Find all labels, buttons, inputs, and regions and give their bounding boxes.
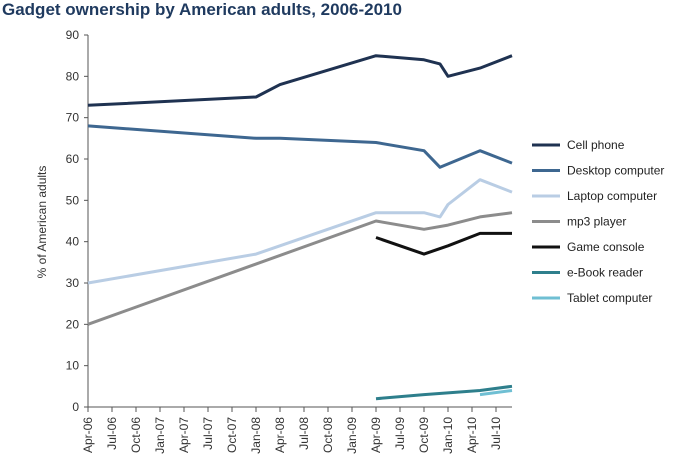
series-lines xyxy=(87,54,513,401)
series-line-tablet-computer xyxy=(479,389,513,397)
legend-label-e-book-reader: e-Book reader xyxy=(567,266,643,280)
legend: Cell phone Desktop computer Laptop compute… xyxy=(532,138,664,305)
x-tick-label: Oct-07 xyxy=(225,417,239,453)
series-line-laptop-computer xyxy=(87,178,513,285)
x-tick-label: Oct-09 xyxy=(417,417,431,453)
x-tick-label: Jul-08 xyxy=(297,417,311,450)
x-tick-label: Apr-10 xyxy=(465,417,479,453)
y-tick-label: 10 xyxy=(66,359,80,373)
x-tick-label: Apr-09 xyxy=(369,417,383,453)
y-tick-label: 30 xyxy=(66,276,80,290)
y-tick-label: 80 xyxy=(66,69,80,83)
y-tick-label: 20 xyxy=(66,317,80,331)
x-tick-label: Apr-07 xyxy=(177,417,191,453)
legend-label-desktop-computer: Desktop computer xyxy=(567,164,664,178)
x-tick-label: Jan-09 xyxy=(345,417,359,454)
legend-label-game-console: Game console xyxy=(567,240,645,254)
series-line-e-book-reader xyxy=(375,384,513,401)
x-tick-label: Jul-07 xyxy=(201,417,215,450)
x-tick-label: Apr-08 xyxy=(273,417,287,453)
y-tick-label: 60 xyxy=(66,152,80,166)
y-tick-label: 50 xyxy=(66,193,80,207)
y-tick-label: 70 xyxy=(66,111,80,125)
x-tick-label: Jul-10 xyxy=(489,417,503,450)
y-tick-label: 90 xyxy=(66,28,80,42)
x-tick-label: Jan-10 xyxy=(441,417,455,454)
legend-label-tablet-computer: Tablet computer xyxy=(567,291,652,305)
series-line-mp3-player xyxy=(87,211,513,326)
y-axis-label: % of American adults xyxy=(35,166,49,279)
legend-label-laptop-computer: Laptop computer xyxy=(567,189,657,203)
x-tick-label: Jul-06 xyxy=(105,417,119,450)
x-tick-label: Jan-08 xyxy=(249,417,263,454)
series-line-desktop-computer xyxy=(87,124,513,169)
legend-label-cell-phone: Cell phone xyxy=(567,138,625,152)
series-line-cell-phone xyxy=(87,54,513,107)
y-tick-label: 40 xyxy=(66,235,80,249)
x-tick-label: Jan-07 xyxy=(153,417,167,454)
x-tick-label: Oct-06 xyxy=(129,417,143,453)
x-tick-label: Jul-09 xyxy=(393,417,407,450)
x-tick-label: Apr-06 xyxy=(81,417,95,453)
y-tick-label: 0 xyxy=(72,400,79,414)
series-line-game-console xyxy=(375,231,512,256)
legend-label-mp3-player: mp3 player xyxy=(567,215,626,229)
axes: 0 10 20 30 40 50 60 70 80 90 Apr-06 Jul-06 Oct-06 Jan… xyxy=(66,28,512,454)
x-tick-label: Oct-08 xyxy=(321,417,335,453)
chart-title: Gadget ownership by American adults, 200… xyxy=(2,0,402,19)
